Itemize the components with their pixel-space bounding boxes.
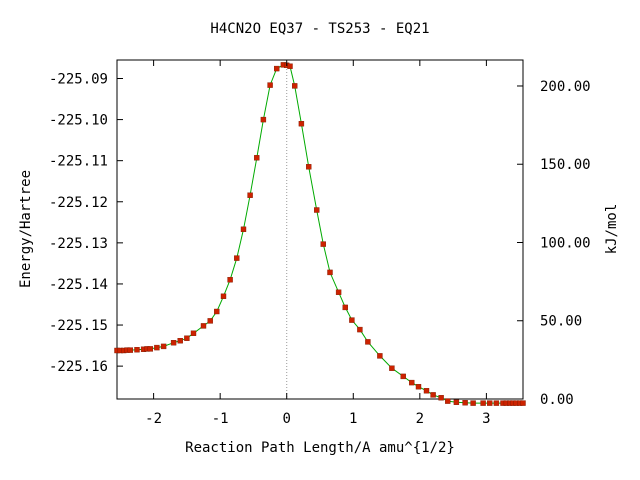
data-point [184, 335, 190, 341]
data-point [190, 330, 197, 336]
data-point [409, 379, 415, 386]
data-point [170, 340, 177, 346]
data-point [487, 400, 493, 406]
data-point [298, 120, 305, 127]
data-point [342, 304, 348, 311]
data-point [400, 373, 406, 380]
data-point [154, 344, 160, 351]
data-point [520, 400, 526, 406]
data-point [287, 63, 293, 69]
x-tick-label: 1 [349, 411, 357, 427]
data-point [134, 347, 140, 353]
data-point [260, 116, 267, 123]
data-point [430, 392, 436, 398]
y-tick-label: -225.11 [49, 154, 108, 170]
data-point [292, 83, 298, 89]
series-line [117, 64, 523, 404]
data-point [349, 317, 355, 323]
data-point [327, 269, 333, 276]
y-tick-label: -225.13 [49, 236, 108, 252]
plot-frame [116, 59, 524, 400]
y2-tick-label: 200.00 [540, 79, 591, 95]
data-point [320, 241, 326, 247]
data-point [127, 347, 134, 353]
x-axis-label: Reaction Path Length/A amu^{1/2} [185, 440, 455, 456]
data-point [470, 400, 476, 406]
data-point [160, 343, 167, 350]
y-tick-label: -225.15 [49, 318, 108, 334]
data-point [493, 400, 500, 406]
y-tick-label: -225.10 [49, 113, 108, 129]
data-point [247, 192, 253, 198]
data-point [314, 207, 320, 213]
y2-axis-label: kJ/mol [604, 204, 620, 255]
data-point [453, 399, 460, 405]
y-tick-label: -225.14 [49, 277, 108, 293]
data-point [177, 338, 183, 344]
data-point [274, 65, 280, 72]
x-tick-label: 0 [283, 411, 291, 427]
data-point [240, 226, 247, 233]
data-point [335, 289, 342, 295]
data-point [200, 323, 207, 329]
data-point [389, 365, 395, 371]
data-point [357, 326, 363, 333]
data-point [445, 398, 451, 404]
data-point [254, 155, 260, 161]
data-point [415, 384, 422, 390]
data-point [423, 388, 430, 394]
data-point [377, 353, 383, 359]
data-point [306, 164, 312, 170]
x-tick-label: -1 [212, 411, 229, 427]
data-point [220, 293, 227, 299]
data-point [365, 339, 371, 345]
chart-title: H4CN2O EQ37 - TS253 - EQ21 [210, 21, 429, 37]
y2-tick-label: 100.00 [540, 235, 591, 251]
x-tick-label: 3 [482, 411, 490, 427]
data-point [267, 82, 273, 88]
y-tick-label: -225.09 [49, 71, 108, 87]
y-tick-label: -225.12 [49, 195, 108, 211]
data-point [234, 255, 240, 261]
data-point [207, 318, 213, 324]
y-axis-label: Energy/Hartree [18, 170, 34, 288]
data-point [480, 400, 486, 406]
x-tick-label: 2 [416, 411, 424, 427]
y-tick-label: -225.16 [49, 359, 108, 375]
data-point [214, 308, 220, 315]
y2-tick-label: 50.00 [540, 314, 582, 330]
data-point [147, 346, 154, 352]
data-point [462, 400, 468, 406]
data-point [227, 277, 233, 283]
x-tick-label: -2 [145, 411, 162, 427]
y2-tick-label: 150.00 [540, 157, 591, 173]
y2-tick-label: 0.00 [540, 392, 574, 408]
data-point [438, 395, 444, 401]
